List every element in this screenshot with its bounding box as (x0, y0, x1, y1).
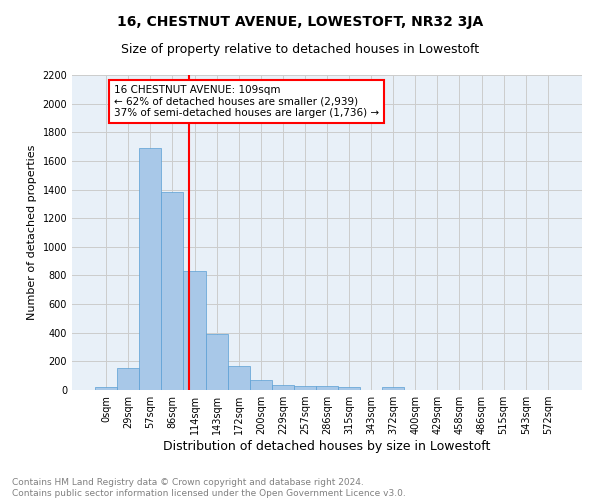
Y-axis label: Number of detached properties: Number of detached properties (27, 145, 37, 320)
Bar (294, 386, 316, 390)
Text: Contains HM Land Registry data © Crown copyright and database right 2024.
Contai: Contains HM Land Registry data © Crown c… (12, 478, 406, 498)
Text: Size of property relative to detached houses in Lowestoft: Size of property relative to detached ho… (121, 42, 479, 56)
Bar (338, 387, 360, 390)
Bar (382, 387, 404, 390)
Text: 16 CHESTNUT AVENUE: 109sqm
← 62% of detached houses are smaller (2,939)
37% of s: 16 CHESTNUT AVENUE: 109sqm ← 62% of deta… (114, 85, 379, 118)
Bar (139, 148, 161, 390)
Bar (117, 368, 139, 390)
Bar (184, 271, 206, 390)
Bar (250, 380, 272, 390)
X-axis label: Distribution of detached houses by size in Lowestoft: Distribution of detached houses by size … (163, 440, 491, 453)
Bar (95, 387, 117, 390)
Bar (272, 385, 294, 390)
Bar (161, 192, 184, 390)
Text: 16, CHESTNUT AVENUE, LOWESTOFT, NR32 3JA: 16, CHESTNUT AVENUE, LOWESTOFT, NR32 3JA (117, 15, 483, 29)
Bar (316, 386, 338, 390)
Bar (227, 366, 250, 390)
Bar (206, 334, 227, 390)
